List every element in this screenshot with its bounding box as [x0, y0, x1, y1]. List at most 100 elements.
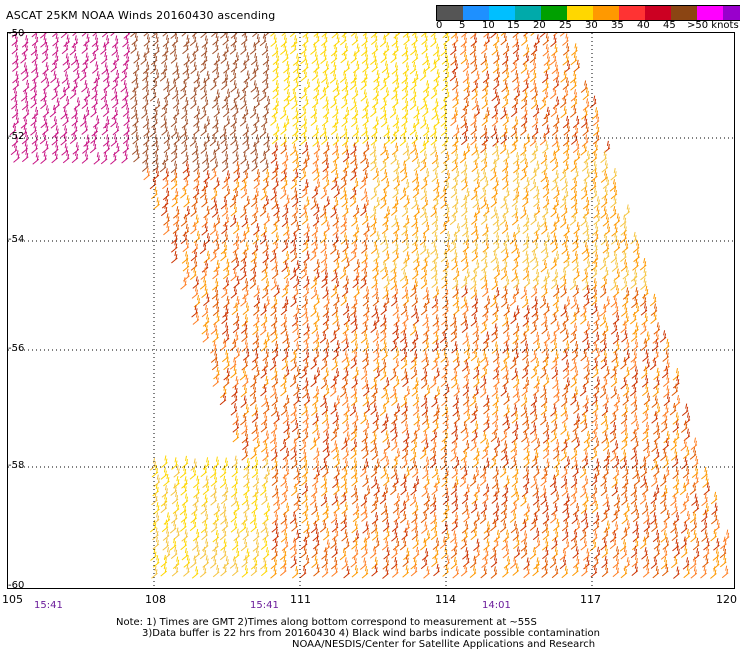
wind-barb [421, 521, 428, 534]
wind-barb [281, 357, 289, 371]
wind-barb [251, 456, 259, 470]
wind-barb [540, 492, 548, 506]
wind-barb [380, 232, 387, 246]
wind-barb [471, 97, 479, 111]
wind-barb [601, 545, 609, 559]
wind-barb [582, 196, 590, 210]
wind-barb [390, 260, 397, 273]
wind-barb [610, 278, 617, 291]
wind-barb [472, 195, 480, 209]
wind-barb [432, 410, 440, 424]
wind-barb [311, 403, 318, 416]
wind-barb [190, 458, 198, 471]
wind-barb [112, 52, 120, 65]
wind-barb [300, 204, 307, 218]
wind-barb [51, 133, 59, 146]
wind-barb [332, 368, 340, 381]
wind-barb [583, 258, 591, 271]
wind-barb [570, 78, 577, 91]
wind-barb [301, 502, 309, 515]
wind-barb [391, 62, 399, 75]
wind-barb [290, 545, 298, 559]
wind-barb [630, 447, 638, 460]
wind-barb [513, 87, 521, 100]
wind-barb [442, 88, 450, 101]
wind-barb [509, 510, 517, 523]
wind-barb [91, 77, 99, 91]
wind-barb [650, 512, 657, 525]
wind-barb [382, 178, 390, 191]
wind-barb [550, 34, 557, 47]
wind-barb [369, 143, 377, 156]
wind-barb [552, 293, 560, 307]
wind-barb [372, 340, 380, 354]
wind-barb [271, 375, 279, 388]
wind-barb [480, 212, 488, 225]
wind-barb [142, 68, 149, 82]
wind-barb [341, 437, 348, 450]
wind-barb [430, 133, 438, 146]
wind-barb [269, 358, 277, 371]
wind-barb [212, 330, 219, 343]
wind-barb [680, 420, 688, 433]
wind-barb [512, 276, 520, 289]
wind-barb [50, 59, 58, 73]
wind-barb [292, 53, 300, 66]
wind-barb [529, 178, 537, 192]
wind-barb [262, 79, 269, 93]
wind-barb [420, 556, 428, 570]
wind-barb [412, 185, 420, 199]
wind-barb [342, 239, 349, 253]
wind-barb [442, 420, 449, 433]
wind-barb [461, 491, 469, 505]
wind-speed-colorbar [436, 5, 740, 21]
wind-barb [321, 113, 329, 127]
wind-barb [580, 143, 588, 156]
wind-barb [51, 150, 59, 164]
wind-barb [610, 195, 617, 208]
wind-barb [530, 455, 538, 468]
wind-barb [672, 466, 680, 480]
wind-barb [601, 186, 609, 200]
wind-barb [582, 87, 590, 101]
wind-barb [461, 122, 469, 136]
wind-barb [481, 284, 489, 298]
wind-barb [61, 41, 69, 55]
wind-barb [221, 349, 229, 363]
wind-barb [273, 213, 280, 226]
wind-barb [142, 141, 149, 155]
wind-barb [340, 96, 348, 109]
wind-barb [309, 493, 317, 506]
wind-barb [420, 33, 427, 37]
wind-barb [589, 493, 597, 507]
wind-barb [172, 206, 180, 219]
wind-barb [600, 356, 608, 370]
wind-barb [223, 295, 230, 309]
wind-barb [523, 557, 530, 570]
wind-barb [321, 411, 329, 425]
wind-barb [371, 305, 378, 318]
wind-barb [491, 88, 499, 102]
wind-barb [223, 185, 231, 199]
wind-barb [653, 376, 660, 390]
wind-barb [171, 87, 179, 100]
wind-barb [422, 124, 430, 137]
wind-barb [460, 457, 467, 471]
colorbar-label: 40 [637, 20, 650, 31]
wind-barb [380, 78, 387, 91]
wind-barb [559, 33, 565, 37]
wind-barb [529, 60, 537, 73]
wind-barb [463, 402, 470, 415]
wind-barb [632, 437, 639, 451]
wind-barb [371, 59, 379, 73]
wind-barb [320, 475, 328, 488]
wind-barb [180, 79, 187, 92]
wind-barb [252, 232, 260, 245]
wind-barb [620, 259, 628, 272]
wind-barb [391, 565, 399, 578]
wind-barb [452, 95, 459, 109]
wind-barb [220, 131, 228, 145]
wind-barb [263, 332, 270, 345]
wind-barb [102, 116, 110, 129]
wind-barb [543, 53, 551, 66]
